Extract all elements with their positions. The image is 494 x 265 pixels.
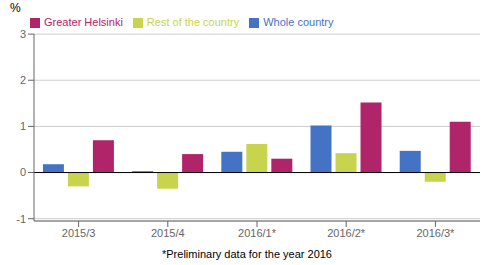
html-text:Whole country: Whole country bbox=[263, 16, 334, 28]
svg-text:2016/3*: 2016/3* bbox=[416, 227, 455, 239]
svg-text:2: 2 bbox=[20, 74, 26, 86]
svg-text:2015/3: 2015/3 bbox=[62, 227, 96, 239]
html-text:*Preliminary data for the year: *Preliminary data for the year 2016 bbox=[162, 248, 332, 260]
svg-text:2016/1*: 2016/1* bbox=[238, 227, 277, 239]
html-text:Greater Helsinki: Greater Helsinki bbox=[44, 16, 123, 28]
svg-text:0: 0 bbox=[20, 166, 26, 178]
svg-text:1: 1 bbox=[20, 120, 26, 132]
svg-text:3: 3 bbox=[20, 28, 26, 40]
svg-text:-1: -1 bbox=[16, 213, 26, 225]
html-text:Rest of the country: Rest of the country bbox=[146, 16, 240, 28]
svg-text:2016/2*: 2016/2* bbox=[327, 227, 366, 239]
svg-text:2015/4: 2015/4 bbox=[151, 227, 185, 239]
